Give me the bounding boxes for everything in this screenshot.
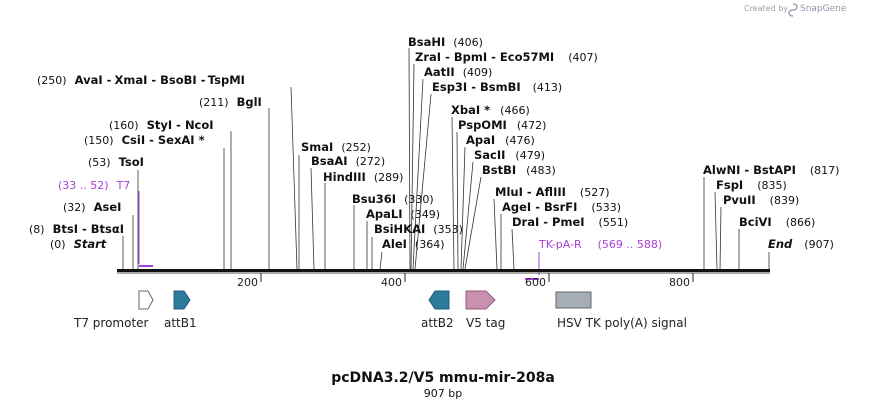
primer-label-t7[interactable]: (33 .. 52) T7 bbox=[58, 179, 130, 192]
enzyme-label-sacii[interactable]: SacII (479) bbox=[474, 148, 545, 162]
enzyme-label-apai[interactable]: ApaI (476) bbox=[466, 133, 535, 147]
feature-label-hsv-tk[interactable]: HSV TK poly(A) signal bbox=[557, 316, 687, 330]
tick-label-200: 200 bbox=[237, 276, 258, 289]
enzyme-label-pspomi[interactable]: PspOMI (472) bbox=[458, 118, 546, 132]
feature-label-v5-tag[interactable]: V5 tag bbox=[466, 316, 505, 330]
enzyme-label-mlui[interactable]: MluI - AflIII (527) bbox=[495, 185, 610, 199]
enzyme-label-bstbi[interactable]: BstBI (483) bbox=[482, 163, 556, 177]
enzyme-label-drai[interactable]: DraI - PmeI (551) bbox=[512, 215, 628, 229]
primer-label-tkpar[interactable]: TK-pA-R (569 .. 588) bbox=[538, 238, 662, 251]
enzyme-label-pvuii[interactable]: PvuII (839) bbox=[723, 193, 799, 207]
ruler-ticks bbox=[260, 273, 694, 282]
feature-hsv-tk-box[interactable] bbox=[555, 291, 592, 309]
snapgene-logo-icon bbox=[788, 3, 798, 17]
enzyme-label-agei[interactable]: AgeI - BsrFI (533) bbox=[502, 200, 621, 214]
enzyme-label-apali[interactable]: ApaLI (349) bbox=[366, 207, 440, 221]
end-label-start[interactable]: (0) Start bbox=[50, 237, 107, 251]
enzyme-label-asei[interactable]: (32) AseI bbox=[63, 200, 121, 214]
sequence-backbone bbox=[117, 269, 770, 272]
tick-label-600: 600 bbox=[525, 276, 546, 289]
enzyme-label-zrai[interactable]: ZraI - BpmI - Eco57MI (407) bbox=[415, 50, 598, 64]
enzyme-leader-lines bbox=[122, 47, 770, 270]
enzyme-label-bcivi[interactable]: BciVI (866) bbox=[739, 215, 815, 229]
feature-t7-promoter-arrow[interactable] bbox=[138, 290, 154, 310]
enzyme-label-styi[interactable]: (160) StyI - NcoI bbox=[109, 118, 214, 132]
enzyme-label-smai[interactable]: SmaI (252) bbox=[301, 140, 371, 154]
feature-label-attb1[interactable]: attB1 bbox=[164, 316, 197, 330]
feature-attb2-arrow[interactable] bbox=[428, 290, 450, 310]
enzyme-label-alwni[interactable]: AlwNI - BstAPI (817) bbox=[703, 163, 839, 177]
tick-label-400: 400 bbox=[381, 276, 402, 289]
feature-label-attb2[interactable]: attB2 bbox=[421, 316, 454, 330]
snapgene-brand: SnapGene bbox=[800, 4, 847, 14]
enzyme-label-bsahi[interactable]: BsaHI (406) bbox=[408, 35, 483, 49]
enzyme-label-alei[interactable]: AleI (364) bbox=[382, 237, 445, 251]
feature-v5-tag-arrow[interactable] bbox=[465, 290, 496, 310]
map-length: 907 bp bbox=[424, 387, 462, 400]
enzyme-label-esp3i[interactable]: Esp3I - BsmBI (413) bbox=[432, 80, 562, 94]
created-by-text: Created by bbox=[744, 4, 788, 13]
enzyme-label-btsi[interactable]: (8) BtsI - BtsαI bbox=[29, 222, 124, 236]
enzyme-label-aatii[interactable]: AatII (409) bbox=[424, 65, 492, 79]
enzyme-label-csii[interactable]: (150) CsiI - SexAI * bbox=[84, 133, 205, 147]
map-title: pcDNA3.2/V5 mmu-mir-208a bbox=[331, 370, 555, 386]
enzyme-label-tsoi[interactable]: (53) TsoI bbox=[88, 155, 144, 169]
enzyme-label-bsihkai[interactable]: BsiHKAI (353) bbox=[374, 222, 463, 236]
enzyme-label-xbai[interactable]: XbaI * (466) bbox=[451, 103, 530, 117]
enzyme-label-bgli[interactable]: (211) BglI bbox=[199, 95, 262, 109]
feature-label-t7-promoter[interactable]: T7 promoter bbox=[73, 316, 149, 330]
enzyme-label-bsaai[interactable]: BsaAI (272) bbox=[311, 154, 385, 168]
tick-label-800: 800 bbox=[669, 276, 690, 289]
end-label-end[interactable]: End (907) bbox=[768, 237, 834, 251]
enzyme-label-hindiii[interactable]: HindIII (289) bbox=[323, 170, 403, 184]
enzyme-label-bsu36i[interactable]: Bsu36I (330) bbox=[352, 192, 434, 206]
enzyme-label-fspi[interactable]: FspI (835) bbox=[716, 178, 787, 192]
enzyme-label-avai[interactable]: (250) AvaI - XmaI - BsoBI - TspMI bbox=[37, 73, 245, 87]
feature-attb1-arrow[interactable] bbox=[173, 290, 191, 310]
